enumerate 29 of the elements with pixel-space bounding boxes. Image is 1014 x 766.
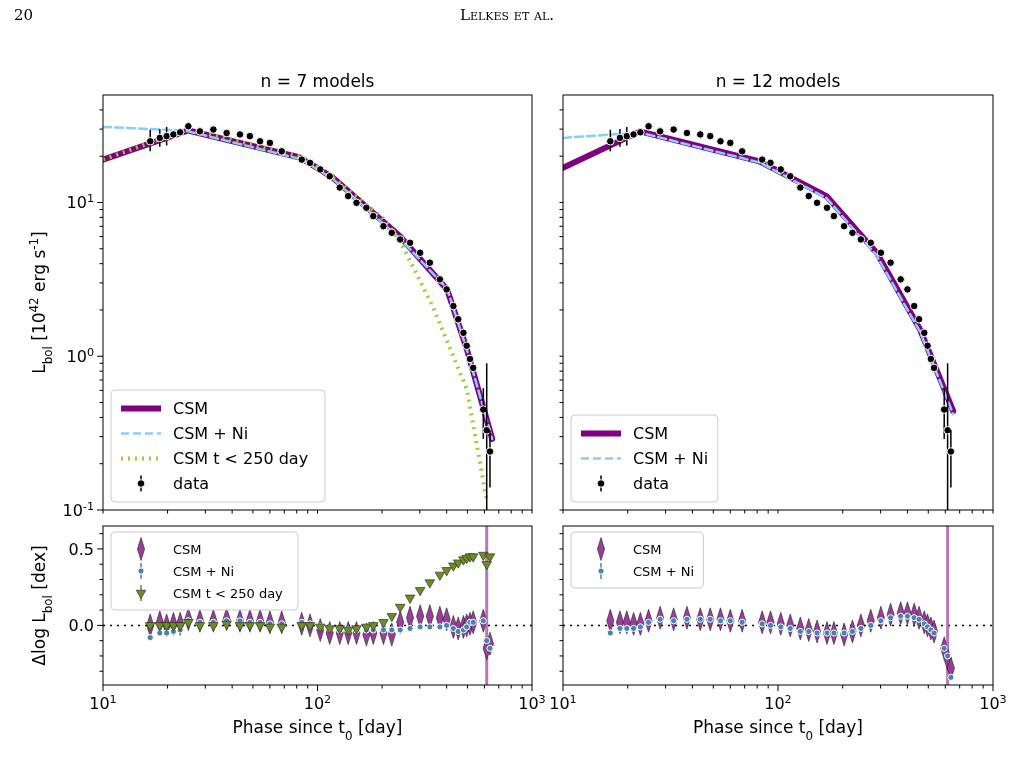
legend-label: CSM + Ni — [633, 563, 695, 579]
legend-label: CSM — [173, 399, 209, 419]
y-tick-label: 0.5 — [68, 539, 94, 559]
legend-label: data — [173, 474, 210, 494]
legend-label: data — [633, 474, 670, 494]
legend-label: CSM — [633, 541, 662, 557]
y-tick-label: 10$^{0}$ — [66, 345, 94, 367]
x-axis-title: Phase since t$_{0}$ [day] — [693, 717, 863, 743]
legend-label: CSM + Ni — [173, 563, 235, 579]
x-tick-label: 10$^{1}$ — [89, 692, 117, 713]
legend-label: CSM t < 250 day — [173, 449, 309, 469]
legend-label: CSM t < 250 day — [173, 585, 284, 601]
legend-label: CSM + Ni — [633, 449, 709, 469]
x-axis-title: Phase since t$_{0}$ [day] — [232, 717, 403, 743]
chart-title: n = 7 models — [260, 71, 375, 91]
y-tick-label: 0.0 — [68, 616, 94, 636]
x-tick-label: 10$^{1}$ — [549, 692, 577, 713]
legend-label: CSM + Ni — [173, 424, 249, 444]
y-tick-label: 10$^{1}$ — [66, 191, 94, 213]
x-tick-label: 10$^{2}$ — [764, 692, 792, 713]
text: Lelkes et al. — [460, 6, 554, 24]
x-tick-label: 10$^{3}$ — [518, 692, 546, 713]
x-tick-label: 10$^{3}$ — [979, 692, 1007, 713]
legend-label: CSM — [633, 424, 669, 444]
x-tick-label: 10$^{2}$ — [303, 692, 332, 713]
chart-title: n = 12 models — [715, 71, 841, 91]
text: 20 — [14, 6, 34, 24]
legend-label: CSM — [173, 541, 202, 557]
y-tick-label: 10$^{-1}$ — [62, 499, 94, 520]
